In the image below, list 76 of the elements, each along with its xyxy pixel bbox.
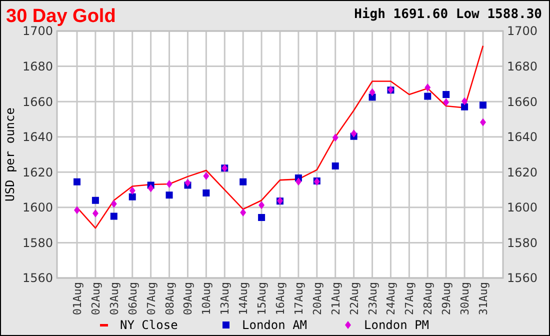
point [166,192,173,199]
point [202,189,210,196]
x-tick-label: 29Aug [440,282,454,316]
point [461,103,468,110]
y2-tick-label: 1640 [507,130,538,144]
point [424,83,431,92]
x-tick-label: 01Aug [71,282,84,316]
point [110,212,118,220]
x-tick-label: 13Aug [218,282,232,316]
point [480,118,486,126]
point [258,214,266,221]
point [240,208,246,217]
y2-tick-label: 1560 [507,271,538,286]
point [129,186,136,195]
y-tick-label: 1600 [22,200,53,215]
legend-label: London AM [242,318,308,332]
x-tick-label: 27Aug [403,282,416,316]
x-tick-label: 15Aug [256,282,269,316]
x-tick-label: 28Aug [422,282,435,316]
x-tick-label: 24Aug [384,282,398,316]
y-tick-label: 1580 [22,236,53,250]
x-tick-label: 07Aug [144,282,158,316]
point [148,184,154,192]
y2-tick-label: 1660 [507,94,538,109]
y2-tick-label: 1700 [507,24,538,38]
y-tick-label: 1700 [22,24,53,38]
y-tick-label: 1560 [22,271,53,286]
x-tick-label: 22Aug [348,282,361,316]
point [480,102,486,109]
point [462,97,468,106]
x-tick-label: 31Aug [477,282,490,316]
y-tick-label: 1620 [22,165,53,180]
point [92,209,98,218]
x-tick-label: 06Aug [126,282,140,316]
x-tick-label: 03Aug [108,282,121,316]
x-tick-label: 10Aug [200,282,214,316]
y2-tick-label: 1600 [507,200,538,215]
x-tick-label: 14Aug [237,282,250,316]
x-tick-label: 16Aug [274,282,287,316]
point [424,92,432,100]
point [74,178,80,186]
x-tick-label: 20Aug [310,282,324,316]
point [332,162,339,170]
y2-tick-label: 1620 [507,165,538,180]
point [350,130,357,138]
x-tick-label: 21Aug [329,282,342,316]
point [442,91,450,98]
legend-label: NY Close [120,318,178,332]
x-tick-label: 09Aug [182,282,195,316]
y-tick-label: 1660 [22,94,53,109]
point [369,88,376,96]
point [128,193,136,200]
y2-tick-label: 1680 [507,59,538,74]
point [184,178,191,187]
point [295,178,302,186]
x-tick-label: 17Aug [292,282,306,316]
legend-label: London PM [364,318,430,332]
x-tick-label: 02Aug [89,282,102,316]
point [443,98,450,106]
chart-subtitle: High 1691.60 Low 1588.30 [354,7,542,22]
point [92,196,99,204]
x-tick-label: 23Aug [366,282,380,316]
chart-title: 30 Day Gold [6,6,116,27]
point [240,178,247,186]
y2-tick-label: 1580 [507,236,538,250]
y-tick-label: 1640 [22,130,53,144]
point [74,206,80,214]
point [203,172,210,180]
y-tick-label: 1680 [22,59,53,74]
point [332,134,338,142]
point [166,180,172,188]
point [258,201,265,210]
x-tick-label: 08Aug [163,282,176,316]
x-tick-label: 30Aug [458,282,472,316]
point [110,200,117,208]
y-axis-title: USD per ounce [3,108,17,202]
